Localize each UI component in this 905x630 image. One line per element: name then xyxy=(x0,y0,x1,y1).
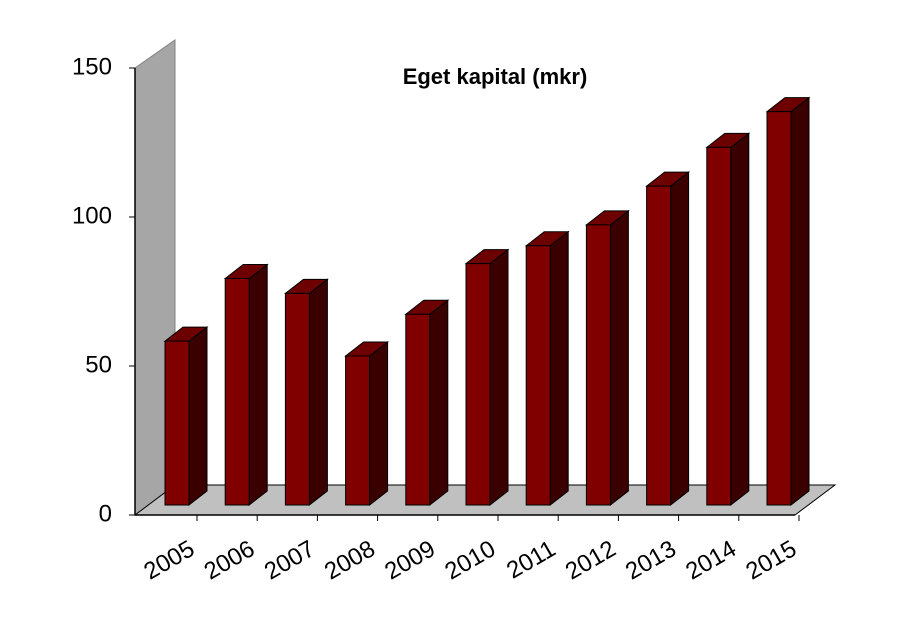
y-tick-label: 50 xyxy=(85,351,112,378)
bar xyxy=(163,326,209,507)
bar xyxy=(645,171,691,507)
bar-front xyxy=(585,224,611,506)
bar xyxy=(404,299,450,507)
bar-side xyxy=(429,299,449,507)
bar xyxy=(283,278,329,507)
x-tick-label: 2005 xyxy=(139,535,199,585)
bar-front xyxy=(706,146,732,506)
bar-front xyxy=(345,355,371,506)
bar-front xyxy=(465,263,491,506)
x-tick-label: 2013 xyxy=(621,535,681,585)
x-tick-label: 2014 xyxy=(681,535,741,585)
bar xyxy=(765,96,811,507)
bar-front xyxy=(646,185,672,506)
bar xyxy=(344,340,390,507)
bar-side xyxy=(489,248,509,507)
bar-side xyxy=(670,171,690,507)
x-tick-label: 2008 xyxy=(320,535,380,585)
bar-front xyxy=(766,111,792,506)
x-tick-label: 2007 xyxy=(260,535,320,585)
bar-side xyxy=(609,209,629,507)
bar xyxy=(524,230,570,507)
bar-side xyxy=(188,326,208,507)
bar-side xyxy=(248,263,268,507)
y-tick-label: 150 xyxy=(72,53,112,80)
bar xyxy=(584,209,630,507)
x-tick-label: 2009 xyxy=(380,535,440,585)
y-tick-label: 100 xyxy=(72,202,112,229)
x-tick-label: 2012 xyxy=(561,535,621,585)
x-tick-label: 2010 xyxy=(440,535,500,585)
x-tick-label: 2015 xyxy=(741,535,801,585)
chart-title: Eget kapital (mkr) xyxy=(403,64,588,89)
bar-front xyxy=(224,278,250,506)
bar xyxy=(223,263,269,507)
y-tick-label: 0 xyxy=(99,500,112,527)
bar-front xyxy=(405,313,431,506)
bar-side xyxy=(369,340,389,507)
bar-side xyxy=(730,132,750,507)
bar-side xyxy=(549,230,569,507)
bar xyxy=(705,132,751,507)
bar-front xyxy=(284,292,310,506)
bar xyxy=(464,248,510,507)
x-tick-label: 2011 xyxy=(502,535,560,584)
bar-front xyxy=(525,245,551,506)
bar-side xyxy=(308,278,328,507)
bar-side xyxy=(790,96,810,507)
x-tick-label: 2006 xyxy=(200,535,260,585)
bar-front xyxy=(164,340,190,506)
